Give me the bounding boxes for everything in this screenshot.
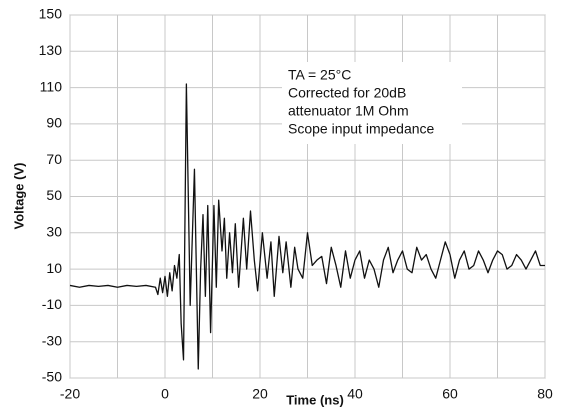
x-tick-label: -20 [60, 386, 80, 402]
y-tick-label: 50 [46, 187, 62, 203]
annotation: attenuator 1M Ohm [288, 103, 409, 119]
x-axis-label: Time (ns) [286, 392, 344, 407]
y-tick-label: 10 [46, 260, 62, 276]
y-tick-label: 150 [39, 6, 63, 22]
x-tick-label: 0 [161, 386, 169, 402]
annotation-box [282, 62, 462, 144]
x-tick-label: 20 [252, 386, 268, 402]
y-tick-label: 130 [39, 42, 63, 58]
annotation: TA = 25°C [288, 67, 351, 83]
y-tick-label: -10 [42, 296, 62, 312]
y-tick-label: 70 [46, 151, 62, 167]
y-tick-label: 110 [40, 78, 63, 94]
y-tick-label: -50 [42, 369, 62, 385]
data-line [69, 83, 545, 370]
x-tick-label: 40 [347, 386, 363, 402]
y-tick-label: 30 [46, 224, 62, 240]
x-tick-label: 60 [442, 386, 458, 402]
annotation: Corrected for 20dB [288, 85, 406, 101]
y-axis-label: Voltage (V) [11, 163, 26, 230]
annotation: Scope input impedance [288, 121, 435, 137]
y-tick-label: 90 [46, 115, 62, 131]
x-tick-label: 80 [537, 386, 553, 402]
y-tick-label: -30 [42, 332, 62, 348]
